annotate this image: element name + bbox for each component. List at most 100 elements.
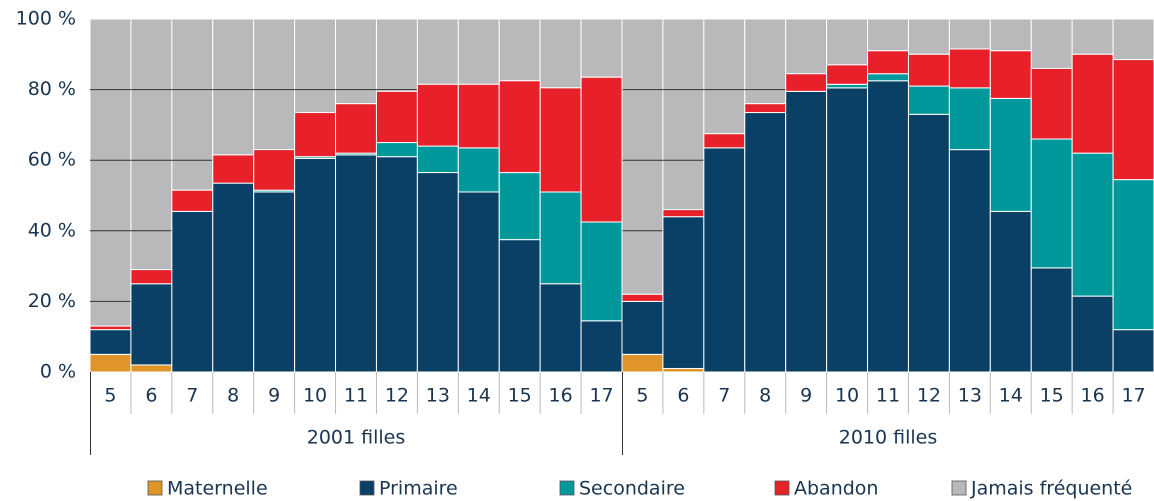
bar-segment: [335, 154, 377, 373]
bar-segment: [989, 97, 1032, 212]
y-tick-label: 80 %: [28, 78, 76, 100]
bar-segment: [1071, 295, 1114, 373]
bar-segment: [948, 48, 991, 89]
legend-swatch: [359, 480, 375, 496]
legend-label: Maternelle: [167, 478, 268, 500]
bar-segment: [539, 87, 582, 193]
legend-label: Secondaire: [579, 478, 685, 500]
bar-segment: [907, 18, 950, 55]
y-tick-label: 20 %: [28, 290, 76, 312]
legend-label: Abandon: [794, 478, 878, 500]
legend-swatch: [774, 480, 790, 496]
bar-segment: [662, 18, 705, 211]
bar-segment: [457, 191, 500, 373]
bar-segment: [212, 18, 255, 156]
bar-segment: [785, 73, 828, 92]
bar-segment: [580, 221, 623, 322]
x-tick-label: 11: [876, 385, 900, 407]
bar-segment: [662, 216, 705, 369]
bar-segment: [539, 18, 582, 89]
bar-segment: [1112, 59, 1154, 181]
x-tick-label: 13: [958, 385, 982, 407]
bar-segment: [703, 133, 746, 149]
x-tick-label: 8: [227, 385, 239, 407]
bar-segment: [580, 320, 623, 373]
bar-segment: [1030, 267, 1073, 373]
y-tick-label: 60 %: [28, 149, 76, 171]
bar-segment: [416, 18, 459, 85]
x-tick-label: 5: [636, 385, 648, 407]
bar-segment: [621, 293, 664, 302]
bar-segment: [171, 210, 214, 373]
legend-swatch: [559, 480, 575, 496]
bar-segment: [1112, 18, 1154, 61]
bar-segment: [294, 157, 337, 373]
bar-segment: [457, 147, 500, 193]
bar-segment: [1030, 138, 1073, 269]
x-tick-label: 17: [589, 385, 613, 407]
bar-segment: [498, 80, 541, 174]
bar-segment: [294, 18, 337, 114]
group-label: 2001 filles: [307, 427, 406, 449]
bar-segment: [907, 85, 950, 115]
x-tick-label: 15: [1040, 385, 1064, 407]
bar-segment: [948, 87, 991, 151]
bar-segment: [1112, 179, 1154, 331]
bar-segment: [253, 191, 296, 373]
legend-swatch: [951, 480, 967, 496]
bar-segment: [253, 149, 296, 191]
bar-segment: [662, 209, 705, 218]
bar-segment: [294, 112, 337, 158]
bar-segment: [621, 300, 664, 355]
x-tick-label: 7: [718, 385, 730, 407]
bar-segment: [1071, 53, 1114, 154]
bar-segment: [867, 73, 909, 82]
bar-segment: [744, 103, 787, 114]
bar-segment: [621, 353, 664, 373]
bar-segment: [171, 18, 214, 191]
bar-segment: [621, 18, 664, 295]
x-tick-label: 16: [1081, 385, 1105, 407]
x-tick-label: 5: [104, 385, 116, 407]
bar-segment: [826, 18, 869, 66]
bar-segment: [744, 112, 787, 373]
bar-segment: [867, 18, 909, 52]
bar-segment: [89, 18, 132, 327]
bar-segment: [375, 90, 418, 144]
legend-label: Primaire: [379, 478, 458, 500]
bar-segment: [1071, 18, 1114, 55]
bar-segment: [130, 283, 173, 366]
bar-segment: [498, 18, 541, 82]
bar-segment: [1071, 152, 1114, 297]
bar-segment: [171, 189, 214, 212]
bar-segment: [948, 149, 991, 373]
bar-segment: [335, 103, 377, 154]
bar-segment: [416, 83, 459, 147]
bar-segment: [457, 83, 500, 149]
bar-segment: [580, 76, 623, 223]
bar-segment: [703, 147, 746, 373]
x-tick-label: 12: [385, 385, 409, 407]
bar-segment: [867, 50, 909, 75]
x-tick-label: 14: [467, 385, 491, 407]
bar-segment: [375, 18, 418, 92]
x-tick-label: 9: [268, 385, 280, 407]
bar-segment: [416, 145, 459, 174]
bar-segment: [539, 283, 582, 373]
bar-segment: [1030, 18, 1073, 69]
bar-segment: [416, 172, 459, 373]
bar-segment: [130, 269, 173, 285]
x-tick-label: 17: [1121, 385, 1145, 407]
bar-segment: [253, 18, 296, 151]
bar-segment: [130, 18, 173, 271]
bar-segment: [498, 172, 541, 241]
y-tick-label: 100 %: [16, 8, 76, 30]
group-label: 2010 filles: [839, 427, 938, 449]
x-tick-label: 12: [917, 385, 941, 407]
x-tick-label: 6: [677, 385, 689, 407]
bar-segment: [1112, 329, 1154, 373]
x-tick-label: 10: [303, 385, 327, 407]
bar-segment: [457, 18, 500, 85]
bar-segment: [498, 239, 541, 373]
